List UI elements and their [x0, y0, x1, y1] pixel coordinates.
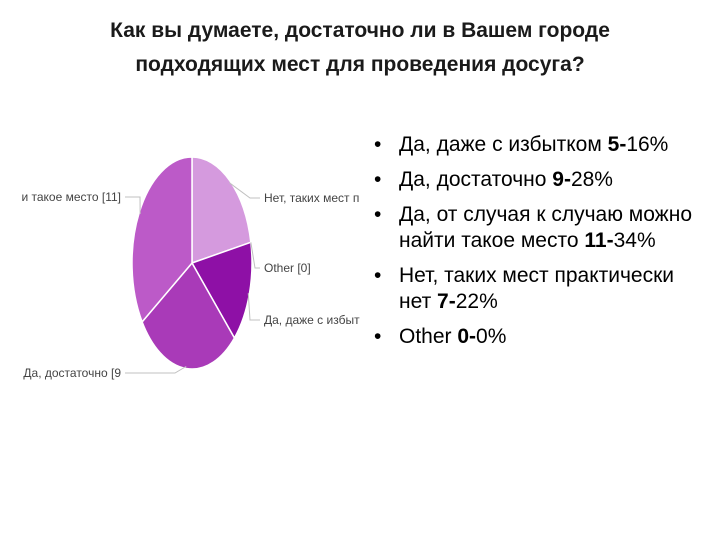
leader-line-5 — [125, 196, 141, 215]
leader-line-3 — [247, 293, 260, 321]
result-pct-2: 28% — [570, 168, 613, 191]
title-line-1: Как вы думаете, достаточно ли в Вашем го… — [110, 19, 610, 42]
leader-line-4 — [125, 365, 187, 374]
pie-label-5: и такое место [11] — [21, 190, 121, 204]
result-count-3: 11 — [584, 229, 607, 252]
leader-line-1 — [229, 182, 260, 199]
result-text-2: Да, достаточно — [399, 168, 553, 191]
result-count-4: 7 — [437, 290, 449, 313]
pie-chart: Нет, таких мест п Other [0] Да, даже с изб… — [0, 135, 360, 395]
result-item-5: Other 0-0% — [372, 324, 702, 350]
pie-label-3: Да, даже с избыт — [264, 313, 360, 327]
leader-line-2 — [250, 242, 260, 269]
slide-title: Как вы думаете, достаточно ли в Вашем го… — [30, 14, 690, 82]
result-text-4: Нет, таких мест практически нет — [399, 264, 675, 313]
title-line-2: подходящих мест для проведения досуга? — [135, 53, 585, 76]
pie-label-4: Да, достаточно [9 — [23, 366, 121, 380]
pie-label-2: Other [0] — [264, 261, 311, 275]
result-count-2: 9 — [552, 168, 564, 191]
result-item-2: Да, достаточно 9-28% — [372, 167, 702, 193]
pie-slice-5 — [131, 156, 193, 324]
result-text-3: Да, от случая к случаю можно найти такое… — [399, 203, 693, 252]
pie-slice-1 — [191, 156, 252, 265]
pie-chart-svg: Нет, таких мест п Other [0] Да, даже с изб… — [21, 156, 360, 380]
result-item-3: Да, от случая к случаю можно найти такое… — [372, 202, 702, 254]
result-count-5: 0 — [457, 325, 470, 348]
result-pct-3: 34% — [613, 229, 656, 252]
result-item-1: Да, даже с избытком 5-16% — [372, 132, 702, 158]
result-text-5: Other — [399, 325, 458, 348]
result-pct-5: 0% — [476, 325, 507, 348]
result-pct-1: 16% — [626, 133, 669, 156]
pie-label-1: Нет, таких мест п — [264, 191, 359, 205]
pie-slice-4 — [141, 261, 236, 370]
results-list: Да, даже с избытком 5-16% Да, достаточно… — [372, 132, 702, 359]
result-pct-4: 22% — [455, 290, 498, 313]
result-count-1: 5 — [607, 133, 620, 156]
result-text-1: Да, даже с избытком — [399, 133, 608, 156]
result-item-4: Нет, таких мест практически нет 7-22% — [372, 263, 702, 315]
